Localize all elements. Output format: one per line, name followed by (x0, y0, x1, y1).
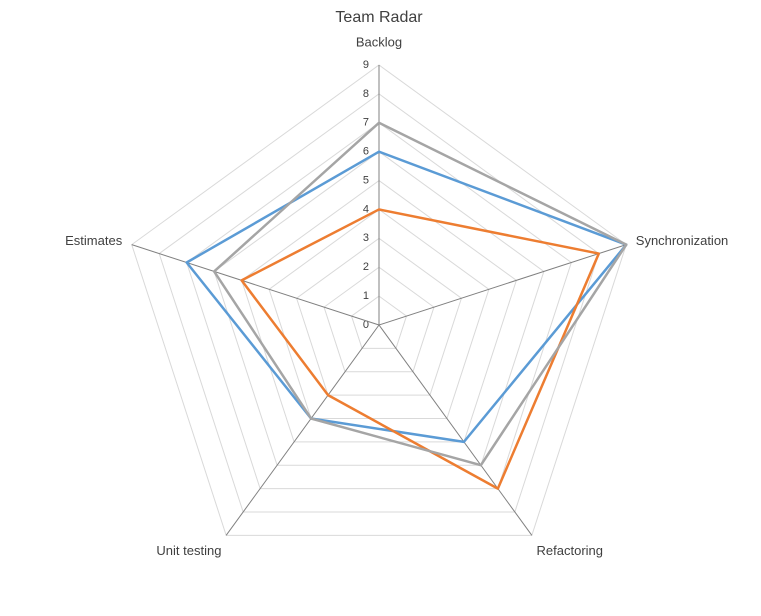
axis-line (378, 244, 627, 326)
r-tick-label: 5 (363, 174, 369, 186)
grid-line (213, 151, 545, 466)
r-tick-label: 9 (363, 59, 369, 71)
series-line (212, 121, 628, 467)
category-label: Synchronization (636, 233, 729, 248)
grid-line (323, 266, 435, 373)
grid-line (295, 237, 463, 396)
r-tick-label: 1 (363, 290, 369, 302)
r-tick-label: 2 (363, 261, 369, 273)
r-tick-label: 6 (363, 146, 369, 158)
category-label: Refactoring (537, 543, 603, 558)
grid-line (131, 64, 627, 536)
category-label: Estimates (65, 233, 123, 248)
series-line (185, 150, 628, 444)
category-label: Unit testing (156, 543, 221, 558)
axis-line (131, 244, 380, 326)
grid-line (158, 93, 600, 513)
r-tick-label: 0 (363, 319, 369, 331)
axis-line (225, 324, 380, 536)
chart-title: Team Radar (335, 9, 423, 26)
grid-line (241, 179, 517, 443)
r-tick-label: 3 (363, 232, 369, 244)
r-tick-label: 7 (363, 117, 369, 129)
grid-line (350, 295, 408, 349)
series-line (240, 208, 601, 490)
grid-line (268, 208, 490, 419)
category-label: Backlog (356, 34, 402, 49)
grid-line (186, 122, 572, 490)
axis-line (378, 324, 533, 536)
r-tick-label: 4 (363, 203, 369, 215)
r-tick-label: 8 (363, 88, 369, 100)
